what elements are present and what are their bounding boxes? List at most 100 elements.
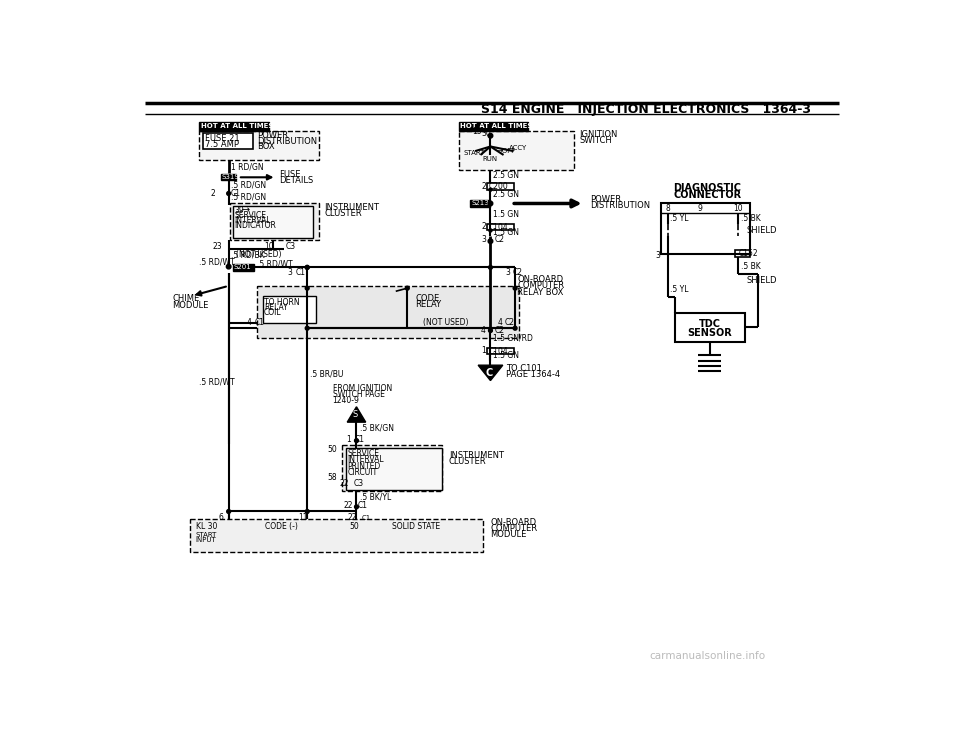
Text: 2.5 GN: 2.5 GN [492,189,518,198]
Text: FUSE 21: FUSE 21 [204,134,239,143]
Text: C104: C104 [488,223,508,232]
Text: C1: C1 [230,189,240,198]
Text: C2: C2 [513,269,523,278]
Text: S: S [352,410,357,419]
Text: C2: C2 [505,319,516,327]
Text: SHIELD: SHIELD [746,226,777,235]
Text: .5 RD/GN: .5 RD/GN [231,181,266,189]
Text: 58: 58 [327,473,337,482]
Bar [459,122,528,131]
Text: CHIME: CHIME [173,295,200,304]
Circle shape [405,286,409,290]
Circle shape [305,266,309,269]
Text: DIAGNOSTIC: DIAGNOSTIC [674,183,741,193]
Text: RELAY: RELAY [415,300,442,309]
Text: POWER: POWER [257,131,288,140]
Text: SENSOR: SENSOR [687,327,732,338]
Text: PAGE 1364-4: PAGE 1364-4 [506,370,560,379]
Circle shape [488,201,492,206]
Text: 23: 23 [212,242,222,251]
Text: CODE: CODE [415,294,440,303]
Text: DISTRIBUTION: DISTRIBUTION [257,137,317,145]
Text: SERVICE: SERVICE [234,211,266,220]
Text: 1240-9: 1240-9 [332,396,359,405]
Bar [734,250,750,257]
Text: DETAILS: DETAILS [278,176,313,185]
Text: C2: C2 [495,235,505,244]
Text: 10: 10 [733,204,743,213]
Text: S14 ENGINE   INJECTION ELECTRONICS   1364-3: S14 ENGINE INJECTION ELECTRONICS 1364-3 [481,103,811,116]
Circle shape [489,328,492,333]
Text: CLUSTER: CLUSTER [324,209,362,218]
Text: 8: 8 [665,204,670,213]
Text: .5 BK: .5 BK [741,262,760,271]
Text: FUSE: FUSE [278,170,300,179]
Text: 1: 1 [347,436,351,445]
Text: START: START [196,532,217,538]
Text: SWITCH: SWITCH [579,136,612,145]
Text: INPUT: INPUT [196,537,216,543]
Bar [190,519,483,551]
Text: 3: 3 [481,235,486,244]
Bar [675,313,745,342]
Text: SHIELD: SHIELD [746,276,777,285]
Text: →OFF: →OFF [496,148,516,154]
Text: S213: S213 [471,201,489,207]
Text: C3: C3 [286,242,296,251]
Text: 15: 15 [471,127,481,136]
Text: C152: C152 [738,249,758,258]
Text: INSTRUMENT: INSTRUMENT [449,451,504,460]
Bar [200,122,269,131]
Text: 4: 4 [497,319,502,327]
Circle shape [354,505,358,509]
Text: TDC: TDC [699,319,721,330]
Text: 1.5 GN: 1.5 GN [492,210,518,219]
Text: .5 RD/GN: .5 RD/GN [231,192,266,202]
Circle shape [488,239,492,243]
Text: 2: 2 [481,222,486,231]
Text: DISTRIBUTION: DISTRIBUTION [589,201,650,210]
Bar [487,225,514,231]
Text: KL 30: KL 30 [196,522,217,531]
Text: 22: 22 [348,513,356,522]
Text: .5 YL: .5 YL [670,214,688,223]
Text: 1 RD/GN: 1 RD/GN [231,162,264,171]
Text: IGNITION: IGNITION [579,130,617,139]
Polygon shape [478,366,503,380]
Text: 50: 50 [349,522,359,531]
Text: .5 YL: .5 YL [670,285,688,294]
Text: COIL: COIL [264,308,281,317]
Text: MODULE: MODULE [491,530,527,539]
Text: 9: 9 [698,204,703,213]
Text: 39: 39 [234,206,244,215]
Text: 1.5 GN: 1.5 GN [492,228,518,237]
Text: CIRCUIT: CIRCUIT [348,468,377,477]
Bar [200,131,319,160]
Text: 2: 2 [211,189,216,198]
Bar [262,296,317,323]
Text: C104: C104 [488,347,508,356]
Text: 4: 4 [247,319,252,327]
Text: TO HORN: TO HORN [264,298,300,307]
Text: .5 RD/BK: .5 RD/BK [231,251,265,260]
Text: S201: S201 [233,264,251,270]
Bar [232,206,313,238]
Circle shape [305,266,309,269]
Text: START: START [464,150,485,156]
Text: .5 RD/WT: .5 RD/WT [257,259,293,268]
Text: C3: C3 [353,479,364,489]
Text: 3: 3 [505,269,510,278]
Text: 2.5 GN: 2.5 GN [492,172,518,181]
Text: C: C [486,368,492,378]
Circle shape [514,326,517,330]
Text: RELAY BOX: RELAY BOX [517,287,564,296]
Text: 3: 3 [656,251,660,260]
Bar [470,200,490,207]
Text: 1.5 GN: 1.5 GN [492,351,518,360]
Text: 30: 30 [482,129,492,138]
Text: ON-BOARD: ON-BOARD [491,518,537,527]
Circle shape [489,266,492,269]
Text: C1: C1 [358,501,368,510]
Bar [257,286,519,338]
Circle shape [489,229,492,232]
